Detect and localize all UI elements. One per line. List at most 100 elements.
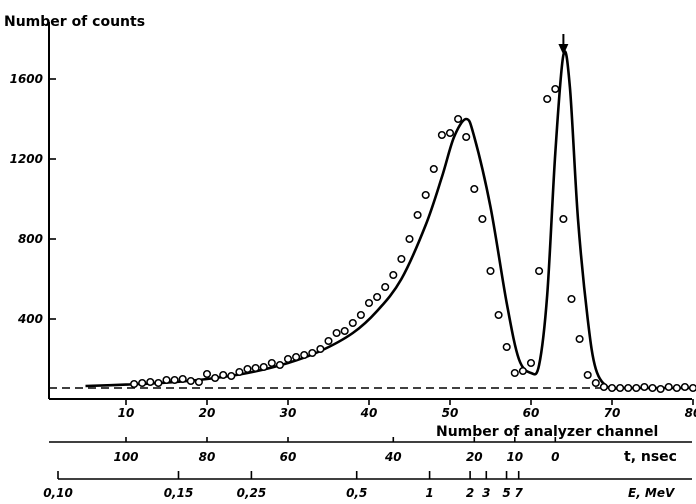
e-axis-tick-label: 0,10 [43,486,73,500]
data-point [494,310,503,320]
data-point [178,374,187,384]
data-point [300,350,309,360]
data-point [138,378,147,388]
e-axis-tick-label: 0,5 [346,486,367,500]
e-axis-tick-label: 0,25 [237,486,267,500]
data-point [607,383,617,393]
data-point [559,214,568,224]
x-tick-label: 80 [685,406,696,420]
data-point [332,328,341,338]
data-point [656,384,665,394]
x-tick-label: 60 [523,406,540,420]
measured-points [130,84,696,394]
e-axis-tick-label: 7 [515,486,524,500]
data-point [688,383,696,393]
data-point [575,334,584,344]
data-point [640,382,649,392]
data-point [194,377,203,387]
data-point [429,164,438,174]
y-tick-label: 1600 [10,72,43,86]
x-tick-label: 50 [442,406,459,420]
data-point [251,363,260,373]
data-point [316,344,325,354]
t-axis-tick-label: 60 [280,450,297,464]
data-point [624,383,633,393]
data-point [583,370,592,380]
data-point [478,214,487,224]
data-point [518,366,527,376]
data-point [486,266,495,276]
peak-arrow-head [558,44,569,55]
data-point [680,382,689,392]
data-point [348,318,357,328]
e-axis-tick-label: 1 [425,486,433,500]
e-axis-tick-label: 3 [482,486,490,500]
data-point [599,382,608,392]
y-tick-label: 400 [17,312,43,326]
data-point [672,383,681,393]
t-axis-tick-label: 80 [199,450,216,464]
data-point [186,376,195,386]
data-point [130,379,139,389]
data-point [381,282,390,292]
t-axis-label: t, nsec [624,449,677,465]
e-axis-tick-label: 0,15 [164,486,194,500]
data-point [470,184,479,194]
data-point [405,234,414,244]
e-axis-label: E, MeV [628,486,676,500]
t-axis-tick-label: 0 [551,450,559,464]
t-axis-tick-label: 40 [384,450,402,464]
x-tick-label: 30 [280,406,297,420]
t-axis-tick-label: 100 [113,450,138,464]
x-axis-label: Number of analyzer channel [436,424,658,440]
x-tick-label: 70 [604,406,621,420]
data-point [364,298,374,308]
data-point [267,358,276,368]
t-axis-tick-label: 20 [466,450,483,464]
data-point [413,210,422,220]
data-point [308,348,317,358]
data-point [243,364,252,374]
data-point [632,383,641,393]
data-point [551,84,560,94]
y-tick-label: 1200 [10,152,43,166]
y-axis-label: Number of counts [4,14,145,30]
data-point [211,373,220,383]
t-axis-tick-label: 10 [506,450,523,464]
x-tick-label: 40 [360,406,378,420]
data-point [292,352,301,362]
fit-curve-line [85,50,693,391]
data-point [567,294,576,304]
data-point [227,371,236,381]
data-point [445,128,455,138]
data-point [162,375,171,385]
data-point [235,367,244,377]
data-point [170,375,179,385]
data-point [526,358,536,368]
data-point [259,362,268,372]
data-point [389,270,398,280]
data-point [283,354,293,364]
data-point [616,383,625,393]
data-point [648,383,657,393]
data-point [275,360,284,370]
data-point [340,326,349,336]
data-point [356,310,365,320]
data-point [146,377,155,387]
data-point [591,378,600,388]
e-axis-tick-label: 2 [466,486,474,500]
data-point [462,132,471,142]
data-point [454,114,463,124]
x-tick-label: 10 [118,406,135,420]
data-point [421,190,430,200]
data-point [437,130,446,140]
data-point [202,369,212,379]
y-tick-label: 800 [18,232,43,246]
x-tick-label: 20 [199,406,216,420]
axes: 4008001200160010203040506070801008060402… [10,22,696,500]
peak-arrow-icon [558,34,569,55]
data-point [324,336,333,346]
data-point [154,378,163,388]
data-point [219,370,228,380]
